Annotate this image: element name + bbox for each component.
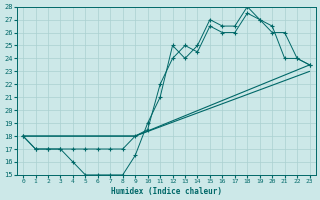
X-axis label: Humidex (Indice chaleur): Humidex (Indice chaleur) bbox=[111, 187, 222, 196]
